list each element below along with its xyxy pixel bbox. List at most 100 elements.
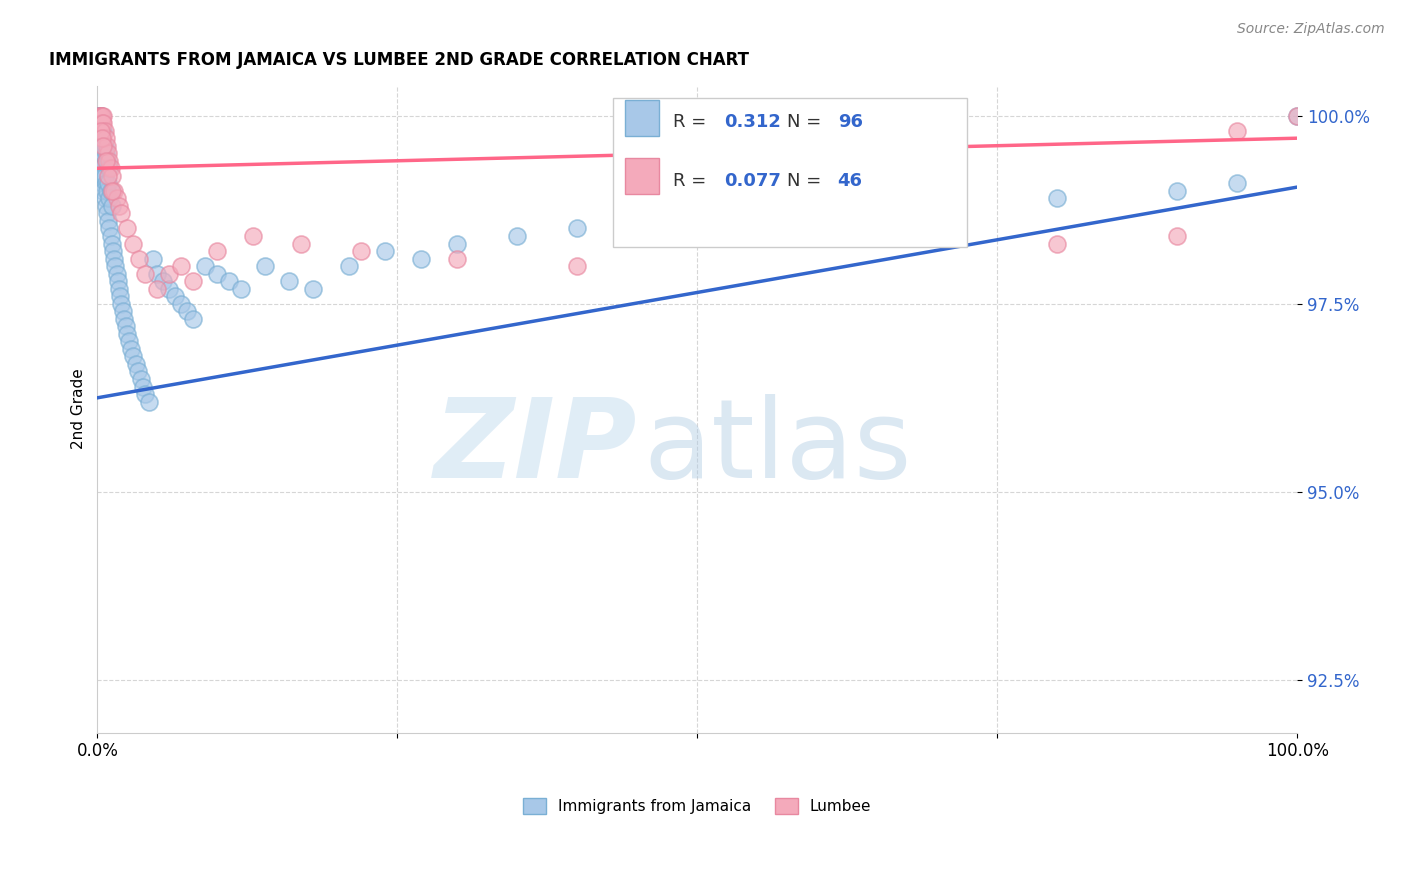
Point: [87, 109, 110, 123]
FancyBboxPatch shape: [613, 98, 967, 247]
Point: [104, 259, 127, 273]
Point: [100, 161, 122, 176]
Point: [120, 342, 142, 356]
Point: [1286, 109, 1309, 123]
Point: [93, 116, 115, 130]
Point: [89, 116, 111, 130]
Point: [93, 169, 115, 183]
Point: [866, 229, 889, 244]
Point: [97, 146, 120, 161]
Point: [374, 244, 396, 258]
Point: [93, 146, 115, 161]
Point: [100, 184, 122, 198]
Point: [93, 138, 115, 153]
Point: [94, 146, 117, 161]
Point: [90, 116, 112, 130]
Point: [122, 236, 145, 251]
Point: [90, 123, 112, 137]
Point: [100, 229, 122, 244]
Point: [100, 169, 122, 183]
Point: [87, 109, 110, 123]
Text: 96: 96: [838, 113, 863, 131]
Text: Source: ZipAtlas.com: Source: ZipAtlas.com: [1237, 22, 1385, 37]
Point: [207, 267, 229, 281]
Text: 0.077: 0.077: [724, 171, 780, 190]
Point: [1046, 236, 1069, 251]
Point: [96, 138, 118, 153]
Point: [194, 259, 217, 273]
Point: [103, 252, 125, 266]
Point: [1226, 177, 1249, 191]
Point: [446, 252, 468, 266]
Point: [91, 177, 114, 191]
Point: [108, 289, 131, 303]
Text: IMMIGRANTS FROM JAMAICA VS LUMBEE 2ND GRADE CORRELATION CHART: IMMIGRANTS FROM JAMAICA VS LUMBEE 2ND GR…: [49, 51, 749, 69]
Point: [89, 116, 111, 130]
Point: [567, 259, 589, 273]
Point: [411, 252, 433, 266]
Point: [108, 282, 131, 296]
Point: [107, 274, 129, 288]
Point: [93, 184, 115, 198]
Text: R =: R =: [673, 171, 713, 190]
Point: [337, 259, 360, 273]
Point: [183, 311, 205, 326]
Point: [129, 372, 152, 386]
Point: [97, 169, 120, 183]
Point: [242, 229, 264, 244]
Point: [125, 357, 148, 371]
Point: [94, 177, 117, 191]
Point: [110, 206, 132, 220]
Point: [89, 123, 111, 137]
Point: [446, 236, 468, 251]
Point: [146, 282, 169, 296]
Point: [87, 109, 110, 123]
Point: [218, 274, 240, 288]
Point: [105, 191, 128, 205]
Point: [90, 123, 112, 137]
Point: [122, 350, 145, 364]
Point: [170, 297, 193, 311]
Point: [105, 267, 128, 281]
Text: ZIP: ZIP: [434, 394, 637, 501]
Point: [98, 191, 121, 205]
Point: [134, 387, 156, 401]
Point: [93, 123, 115, 137]
Point: [93, 169, 115, 183]
Point: [91, 138, 114, 153]
Point: [165, 289, 187, 303]
Bar: [626, 100, 659, 136]
Point: [103, 184, 125, 198]
Point: [278, 274, 301, 288]
Point: [96, 153, 118, 168]
Point: [90, 161, 112, 176]
Point: [927, 199, 949, 213]
Point: [686, 221, 709, 235]
Point: [183, 274, 205, 288]
Point: [90, 109, 112, 123]
Point: [94, 131, 117, 145]
Point: [506, 229, 529, 244]
Point: [290, 236, 312, 251]
Text: 0.312: 0.312: [724, 113, 780, 131]
Point: [146, 267, 169, 281]
Point: [134, 267, 156, 281]
Point: [101, 244, 124, 258]
Point: [254, 259, 277, 273]
Point: [89, 109, 111, 123]
Point: [90, 169, 112, 183]
Point: [98, 221, 121, 235]
Text: 46: 46: [838, 171, 863, 190]
Point: [91, 131, 114, 145]
Point: [170, 259, 193, 273]
Point: [117, 221, 139, 235]
Text: N =: N =: [787, 113, 827, 131]
Point: [108, 199, 131, 213]
Point: [98, 161, 121, 176]
Legend: Immigrants from Jamaica, Lumbee: Immigrants from Jamaica, Lumbee: [517, 792, 877, 821]
Point: [567, 221, 589, 235]
Point: [686, 214, 709, 228]
Point: [89, 131, 111, 145]
Point: [132, 379, 155, 393]
Point: [1226, 123, 1249, 137]
